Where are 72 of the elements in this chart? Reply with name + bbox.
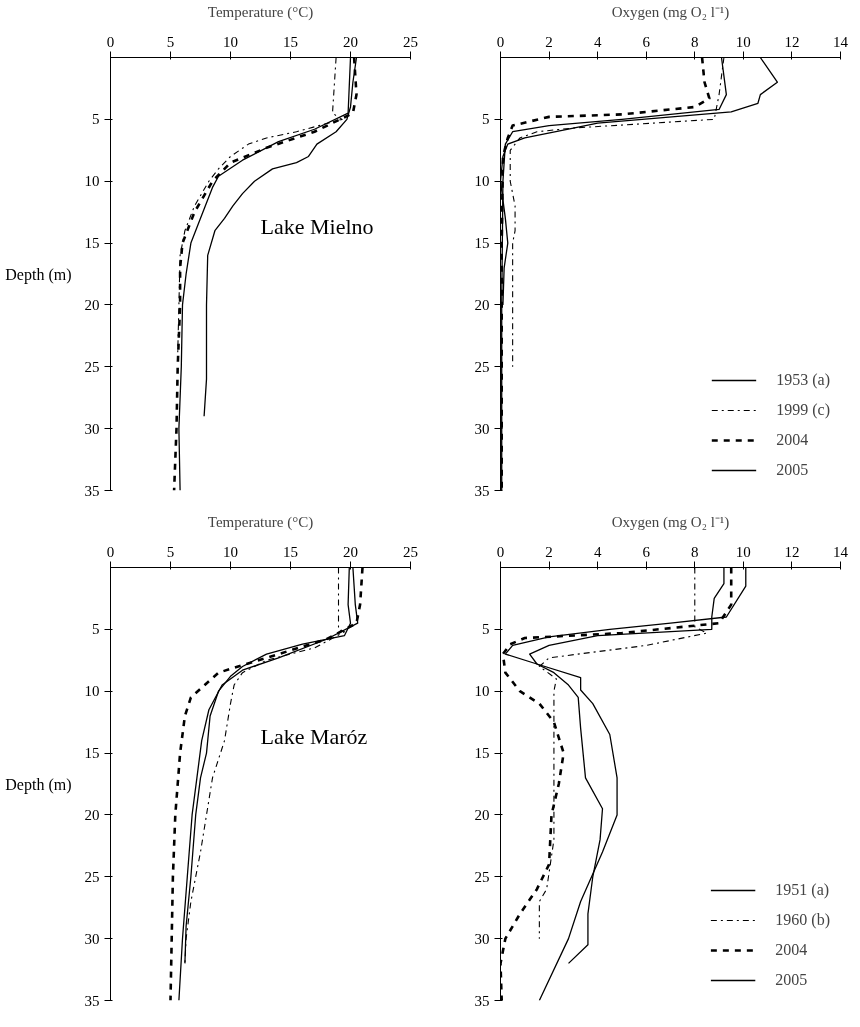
x-tick-label: 6 <box>642 543 651 560</box>
y-tick-label: 35 <box>84 482 100 499</box>
y-tick-label: 10 <box>84 173 100 190</box>
legend-label: 2005 <box>775 971 808 989</box>
x-tick-label: 10 <box>735 33 751 50</box>
y-tick-label: 25 <box>84 358 100 375</box>
x-tick-label: 4 <box>593 33 602 50</box>
x-tick-label: 0 <box>496 33 505 50</box>
y-tick-label: 35 <box>474 992 490 1009</box>
legend-label: 1960 (b) <box>775 911 830 929</box>
y-tick-label: 10 <box>474 683 490 700</box>
x-tick-label: 25 <box>403 543 418 560</box>
x-tick-label: 20 <box>343 33 358 50</box>
y-tick-label: 30 <box>474 420 490 437</box>
y-tick-label: 20 <box>84 806 100 823</box>
x-tick-label: 2 <box>545 33 553 50</box>
y-tick-label: 20 <box>474 806 490 823</box>
y-tick-label: 10 <box>474 173 490 190</box>
legend-label: 1999 (c) <box>776 401 830 419</box>
x-tick-label: 0 <box>106 543 115 560</box>
y-tick-label: 30 <box>474 930 490 947</box>
x-axis-title: Temperature (°C) <box>207 3 314 21</box>
x-tick-label: 25 <box>403 33 418 50</box>
y-axis-title: Depth (m) <box>5 775 72 794</box>
y-tick-label: 15 <box>474 235 490 252</box>
x-tick-label: 12 <box>784 33 800 50</box>
x-axis-title: Oxygen (mg O₂ l⁻¹) <box>611 513 730 531</box>
x-axis-title: Oxygen (mg O₂ l⁻¹) <box>611 3 730 21</box>
y-tick-label: 25 <box>474 358 490 375</box>
y-tick-label: 15 <box>84 745 100 762</box>
y-tick-label: 5 <box>482 621 490 638</box>
annotation: Lake Mielno <box>260 213 374 239</box>
x-tick-label: 10 <box>223 543 238 560</box>
x-tick-label: 0 <box>496 543 505 560</box>
x-axis-title: Temperature (°C) <box>207 513 314 531</box>
x-tick-label: 4 <box>593 543 602 560</box>
y-tick-label: 25 <box>84 868 100 885</box>
x-tick-label: 8 <box>691 543 699 560</box>
annotation: Lake Maróz <box>260 723 368 749</box>
legend-label: 2004 <box>775 941 808 959</box>
y-axis-title: Depth (m) <box>5 265 72 284</box>
legend-label: 1951 (a) <box>775 881 830 899</box>
x-tick-label: 2 <box>545 543 553 560</box>
x-tick-label: 0 <box>106 33 115 50</box>
y-tick-label: 35 <box>474 482 490 499</box>
x-tick-label: 10 <box>735 543 751 560</box>
y-tick-label: 30 <box>84 420 100 437</box>
x-tick-label: 15 <box>283 33 298 50</box>
x-tick-label: 6 <box>642 33 651 50</box>
x-tick-label: 20 <box>343 543 358 560</box>
y-tick-label: 15 <box>84 235 100 252</box>
x-tick-label: 15 <box>283 543 298 560</box>
y-tick-label: 5 <box>482 111 490 128</box>
y-tick-label: 20 <box>474 296 490 313</box>
x-tick-label: 5 <box>166 33 175 50</box>
y-tick-label: 5 <box>92 621 100 638</box>
x-tick-label: 10 <box>223 33 238 50</box>
x-tick-label: 5 <box>166 543 175 560</box>
y-tick-label: 5 <box>92 111 100 128</box>
legend-label: 1953 (a) <box>776 371 830 389</box>
y-tick-label: 10 <box>84 683 100 700</box>
x-tick-label: 8 <box>691 33 699 50</box>
legend-label: 2004 <box>776 431 809 449</box>
y-tick-label: 35 <box>84 992 100 1009</box>
x-tick-label: 14 <box>833 33 849 50</box>
y-tick-label: 30 <box>84 930 100 947</box>
x-tick-label: 12 <box>784 543 800 560</box>
legend-label: 2005 <box>776 461 809 479</box>
y-tick-label: 25 <box>474 868 490 885</box>
x-tick-label: 14 <box>833 543 849 560</box>
y-tick-label: 20 <box>84 296 100 313</box>
y-tick-label: 15 <box>474 745 490 762</box>
